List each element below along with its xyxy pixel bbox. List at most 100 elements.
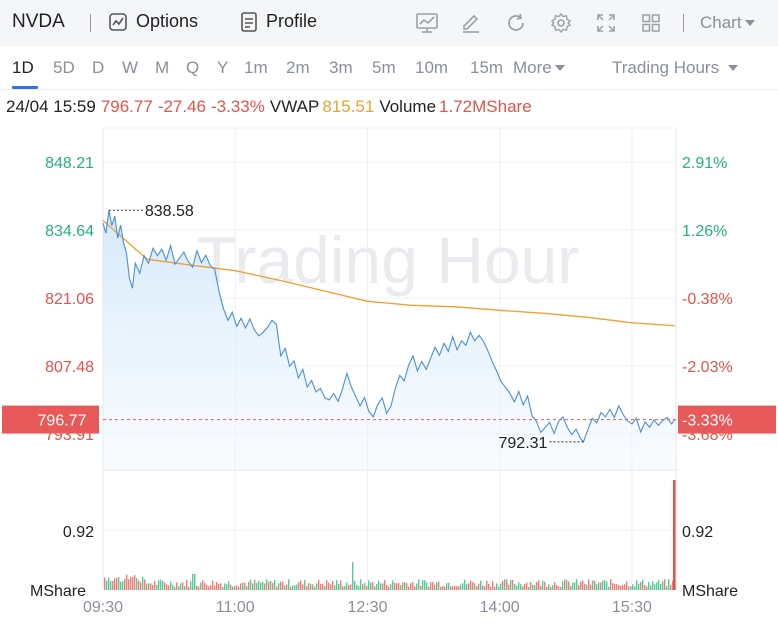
- volume-bar: [390, 584, 392, 590]
- current-price-label: 796.77: [38, 413, 87, 430]
- volume-bar: [112, 580, 114, 590]
- volume-bar: [550, 586, 552, 590]
- chevron-down-icon: [554, 65, 565, 71]
- trading-hours-dropdown[interactable]: Trading Hours: [612, 58, 739, 78]
- volume-bar: [556, 584, 558, 590]
- chart-type-dropdown[interactable]: Chart: [700, 13, 755, 33]
- volume-bar: [506, 579, 508, 590]
- volume-bar: [664, 579, 666, 590]
- x-tick-label: 12:30: [347, 599, 387, 616]
- volume-bar: [374, 586, 376, 590]
- period-tab[interactable]: 5D: [53, 58, 75, 77]
- volume-bar: [542, 581, 544, 590]
- volume-bar: [334, 585, 336, 590]
- volume-bar: [250, 579, 252, 590]
- period-tab[interactable]: 15m: [470, 58, 504, 77]
- volume-bar: [518, 582, 520, 590]
- volume-bar: [562, 581, 564, 590]
- options-icon: [109, 12, 127, 31]
- volume-bar: [624, 584, 626, 590]
- options-button[interactable]: Options: [108, 11, 198, 32]
- period-tab[interactable]: 5m: [372, 58, 396, 77]
- y-tick-label: 807.48: [45, 359, 94, 376]
- volume-bar: [548, 584, 550, 590]
- x-tick-label: 09:30: [83, 599, 123, 616]
- volume-bar: [136, 578, 138, 590]
- profile-button[interactable]: Profile: [240, 11, 317, 32]
- volume-bar: [200, 582, 202, 590]
- volume-bar: [662, 581, 664, 590]
- volume-bar: [292, 585, 294, 590]
- volume-bar: [536, 581, 538, 590]
- volume-bar: [320, 583, 322, 590]
- volume-bar: [460, 584, 462, 590]
- period-tab[interactable]: 1m: [244, 58, 268, 77]
- volume-bar: [658, 579, 660, 590]
- volume-bar: [304, 579, 306, 590]
- refresh-icon[interactable]: [505, 12, 527, 34]
- header-bar: NVDA Options Profile Chart: [0, 0, 778, 46]
- volume-bar: [314, 586, 316, 590]
- volume-bar: [270, 580, 272, 590]
- volume-bar: [204, 583, 206, 590]
- volume-bar: [512, 580, 514, 590]
- volume-bar: [616, 584, 618, 590]
- more-periods-dropdown[interactable]: More: [513, 58, 565, 78]
- volume-bar: [278, 583, 280, 590]
- settings-icon[interactable]: [550, 12, 572, 34]
- period-tab[interactable]: 1D: [12, 58, 34, 77]
- volume-bar: [342, 586, 344, 590]
- period-tab[interactable]: D: [92, 58, 105, 77]
- volume-bar: [252, 583, 254, 590]
- volume-bar: [640, 581, 642, 590]
- volume-bar: [534, 585, 536, 590]
- volume-bar: [338, 583, 340, 590]
- intraday-chart[interactable]: Trading Hour 848.21834.64821.06807.48793…: [0, 125, 778, 624]
- volume-bar: [594, 580, 596, 590]
- volume-bar: [228, 581, 230, 590]
- volume-bar: [280, 581, 282, 590]
- volume-bar: [210, 585, 212, 590]
- volume-bar: [222, 586, 224, 590]
- volume-bar: [336, 579, 338, 590]
- volume-bar: [538, 580, 540, 590]
- volume-bar: [256, 583, 258, 590]
- layout-icon[interactable]: [640, 12, 662, 34]
- volume-bar: [596, 584, 598, 590]
- period-tab[interactable]: 2m: [286, 58, 310, 77]
- volume-bar: [294, 585, 296, 590]
- volume-bar: [464, 579, 466, 590]
- y-tick-label: 848.21: [45, 155, 94, 172]
- period-tab[interactable]: Y: [217, 58, 229, 77]
- current-pct-label: -3.33%: [682, 413, 733, 430]
- volume-bar: [188, 586, 190, 590]
- draw-icon[interactable]: [460, 12, 482, 34]
- indicator-icon[interactable]: [415, 12, 439, 34]
- volume-bar: [620, 585, 622, 590]
- volume-bar: [670, 584, 672, 590]
- active-period-indicator: [12, 86, 38, 89]
- volume-bar: [232, 586, 234, 590]
- volume-unit-label: MShare: [30, 583, 86, 600]
- period-tab[interactable]: M: [155, 58, 170, 77]
- volume-bar: [286, 584, 288, 590]
- period-tab[interactable]: Q: [186, 58, 200, 77]
- period-tab[interactable]: 10m: [415, 58, 449, 77]
- volume-bar: [268, 581, 270, 590]
- volume-bar: [660, 583, 662, 590]
- volume-bar: [348, 584, 350, 590]
- volume-bar: [500, 583, 502, 590]
- vwap-line: [102, 220, 675, 327]
- volume-bar: [150, 583, 152, 590]
- y-tick-label-right: 1.26%: [682, 223, 727, 240]
- period-tab[interactable]: W: [122, 58, 139, 77]
- fullscreen-icon[interactable]: [595, 12, 617, 34]
- y-tick-label-right: 2.91%: [682, 155, 727, 172]
- volume-bar: [570, 585, 572, 590]
- volume-bar: [510, 579, 512, 590]
- volume-bar: [246, 586, 248, 590]
- period-tab[interactable]: 3m: [329, 58, 353, 77]
- volume-bar: [358, 585, 360, 590]
- current-pct-badge: [678, 405, 776, 434]
- volume-bar: [218, 583, 220, 590]
